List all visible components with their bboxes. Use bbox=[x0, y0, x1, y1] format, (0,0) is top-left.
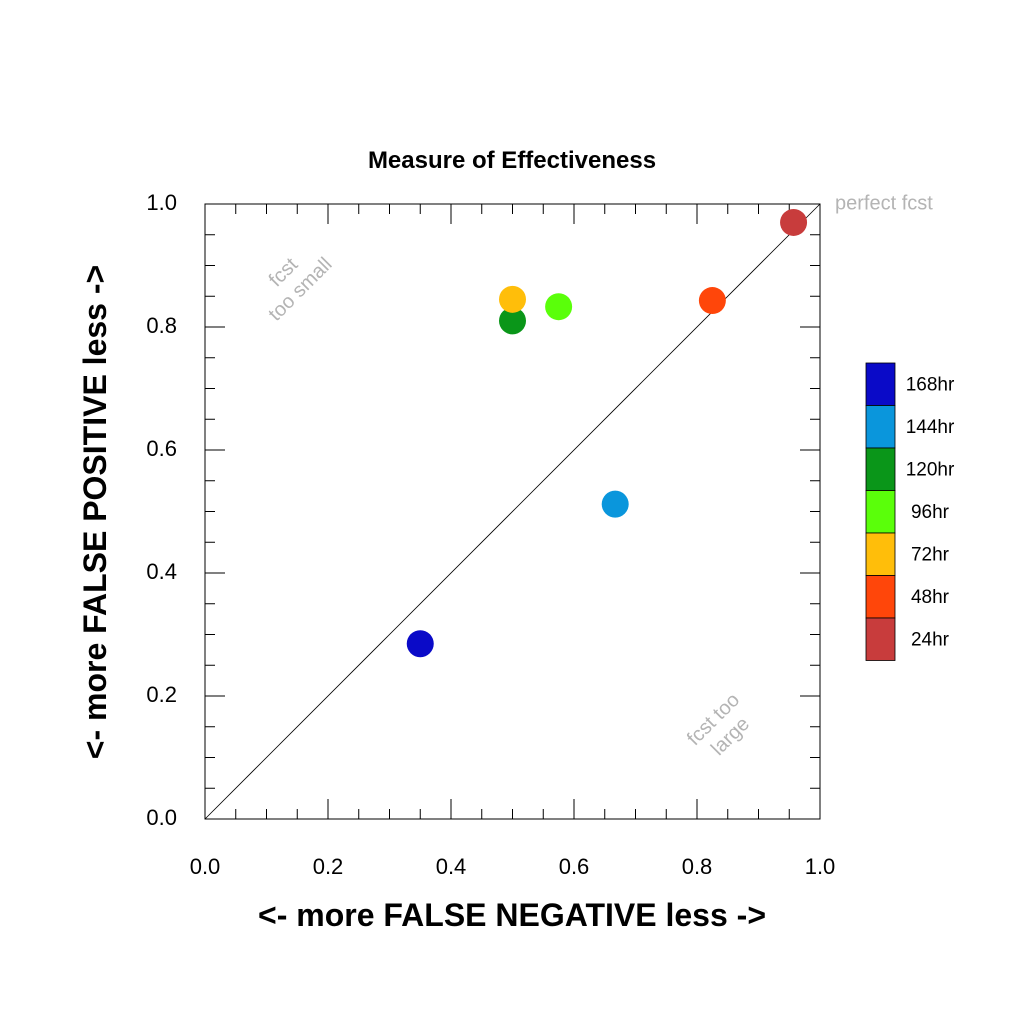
legend-swatch-48hr bbox=[865, 575, 896, 619]
x-axis-label: <- more FALSE NEGATIVE less -> bbox=[258, 897, 766, 933]
point-48hr bbox=[698, 287, 726, 315]
legend-swatch-72hr bbox=[865, 532, 896, 576]
legend-swatch-120hr bbox=[865, 447, 896, 491]
perfect-forecast-label: perfect fcst bbox=[835, 192, 933, 214]
x-tick-label: 0.2 bbox=[313, 854, 344, 879]
legend-label-72hr: 72hr bbox=[911, 544, 950, 565]
x-tick-label: 0.6 bbox=[559, 854, 590, 879]
x-tick-label: 0.0 bbox=[190, 854, 221, 879]
tick-labels: 0.0 0.2 0.4 0.6 0.8 1.0 0.0 0.2 0.4 0.6 0.8 1.0 bbox=[146, 190, 835, 879]
x-tick-label: 0.4 bbox=[436, 854, 467, 879]
point-96hr bbox=[545, 293, 573, 321]
point-120hr bbox=[499, 307, 526, 335]
legend-label-24hr: 24hr bbox=[911, 629, 950, 650]
legend-swatch-144hr bbox=[865, 405, 896, 449]
legend-label-96hr: 96hr bbox=[911, 502, 950, 523]
y-axis-label: <- more FALSE POSITIVE less -> bbox=[77, 265, 113, 759]
y-tick-label: 0.4 bbox=[146, 559, 177, 584]
y-tick-label: 0.0 bbox=[146, 805, 177, 830]
legend-label-144hr: 144hr bbox=[906, 417, 955, 438]
legend-label-120hr: 120hr bbox=[906, 459, 955, 480]
tick-marks bbox=[204, 203, 821, 820]
legend-swatch-96hr bbox=[865, 490, 896, 534]
point-168hr bbox=[406, 630, 434, 658]
legend-swatch-168hr bbox=[865, 362, 896, 406]
y-tick-label: 0.8 bbox=[146, 313, 177, 338]
legend-swatch-24hr bbox=[865, 617, 896, 661]
y-tick-label: 1.0 bbox=[146, 190, 177, 215]
x-tick-label: 0.8 bbox=[682, 854, 713, 879]
legend-label-48hr: 48hr bbox=[911, 587, 950, 608]
point-24hr bbox=[780, 208, 808, 236]
too-small-annotation: fcst too small bbox=[264, 253, 336, 325]
too-large-annotation: fcst too large bbox=[683, 689, 754, 760]
point-144hr bbox=[601, 490, 629, 518]
y-tick-label: 0.6 bbox=[146, 436, 177, 461]
chart-title: Measure of Effectiveness bbox=[368, 147, 656, 174]
legend: 168hr 144hr 120hr 96hr 72hr 48hr 24hr bbox=[865, 362, 955, 661]
point-72hr bbox=[499, 285, 526, 313]
data-points bbox=[406, 208, 808, 658]
y-tick-label: 0.2 bbox=[146, 682, 177, 707]
x-tick-label: 1.0 bbox=[805, 854, 836, 879]
legend-label-168hr: 168hr bbox=[906, 374, 955, 395]
